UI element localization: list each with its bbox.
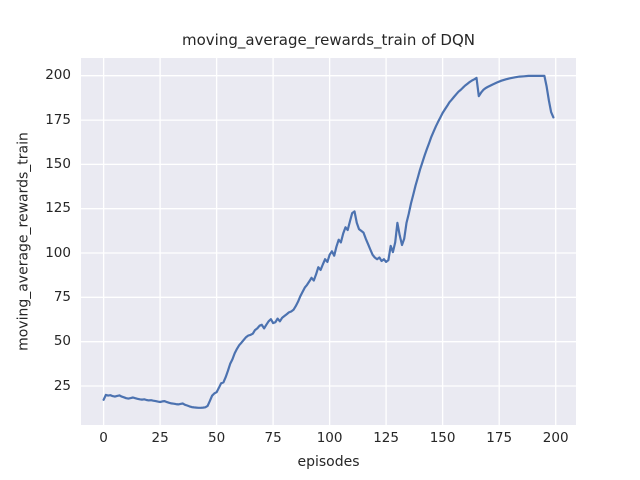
y-tick-label: 25	[53, 377, 71, 394]
y-tick-label: 75	[53, 288, 71, 305]
chart-title: moving_average_rewards_train of DQN	[181, 31, 476, 49]
plot-area	[81, 58, 576, 425]
x-tick-label: 175	[486, 430, 513, 446]
x-tick-label: 100	[316, 430, 343, 446]
x-axis-label: episodes	[297, 454, 360, 470]
x-tick-label: 75	[264, 430, 282, 446]
y-tick-label: 150	[45, 155, 71, 172]
x-tick-label: 200	[542, 430, 569, 446]
x-tick-label: 150	[429, 430, 456, 446]
y-tick-label: 175	[45, 111, 71, 128]
line-chart-svg	[81, 58, 576, 425]
y-tick-label: 125	[45, 200, 71, 217]
grid-lines	[81, 58, 576, 425]
dqn-rewards-line	[102, 74, 555, 409]
y-tick-label: 100	[45, 244, 71, 261]
x-tick-label: 0	[99, 430, 108, 446]
x-tick-label: 50	[208, 430, 226, 446]
x-tick-label: 125	[373, 430, 399, 446]
x-tick-label: 25	[151, 430, 169, 446]
y-tick-label: 50	[53, 333, 71, 350]
y-tick-label: 200	[45, 67, 71, 84]
